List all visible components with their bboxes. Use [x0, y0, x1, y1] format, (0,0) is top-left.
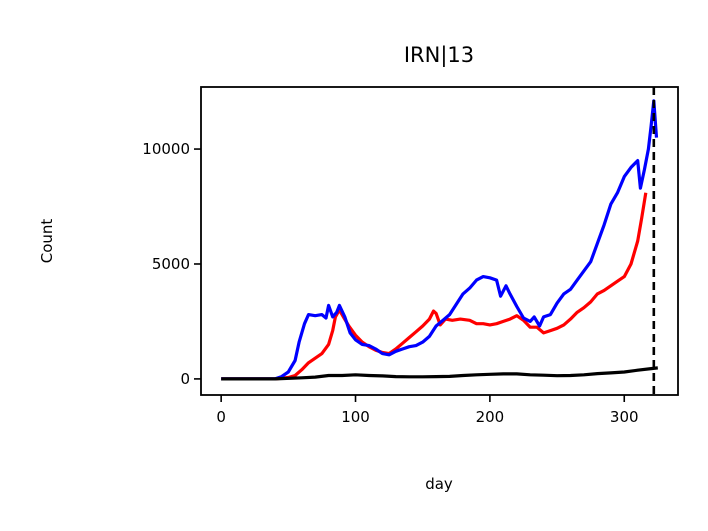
- series-layer: [221, 99, 659, 381]
- x-axis-label: day: [425, 475, 453, 493]
- y-axis-label: Count: [38, 219, 56, 264]
- y-axis-ticks: 0 5000 10000: [142, 140, 201, 388]
- y-tick-label: 0: [180, 370, 190, 388]
- series-line-0: [221, 192, 648, 381]
- x-tick-label: 100: [341, 408, 370, 426]
- x-axis-ticks: 0 100 200 300: [216, 395, 639, 426]
- chart-title: IRN|13: [404, 43, 474, 68]
- series-line-1: [221, 99, 659, 381]
- y-tick-label: 5000: [152, 255, 190, 273]
- y-tick-label: 10000: [142, 140, 190, 158]
- x-tick-label: 200: [476, 408, 505, 426]
- plot-frame: [200, 86, 679, 396]
- x-tick-label: 0: [216, 408, 226, 426]
- series-line-2: [221, 366, 658, 381]
- x-tick-label: 300: [610, 408, 639, 426]
